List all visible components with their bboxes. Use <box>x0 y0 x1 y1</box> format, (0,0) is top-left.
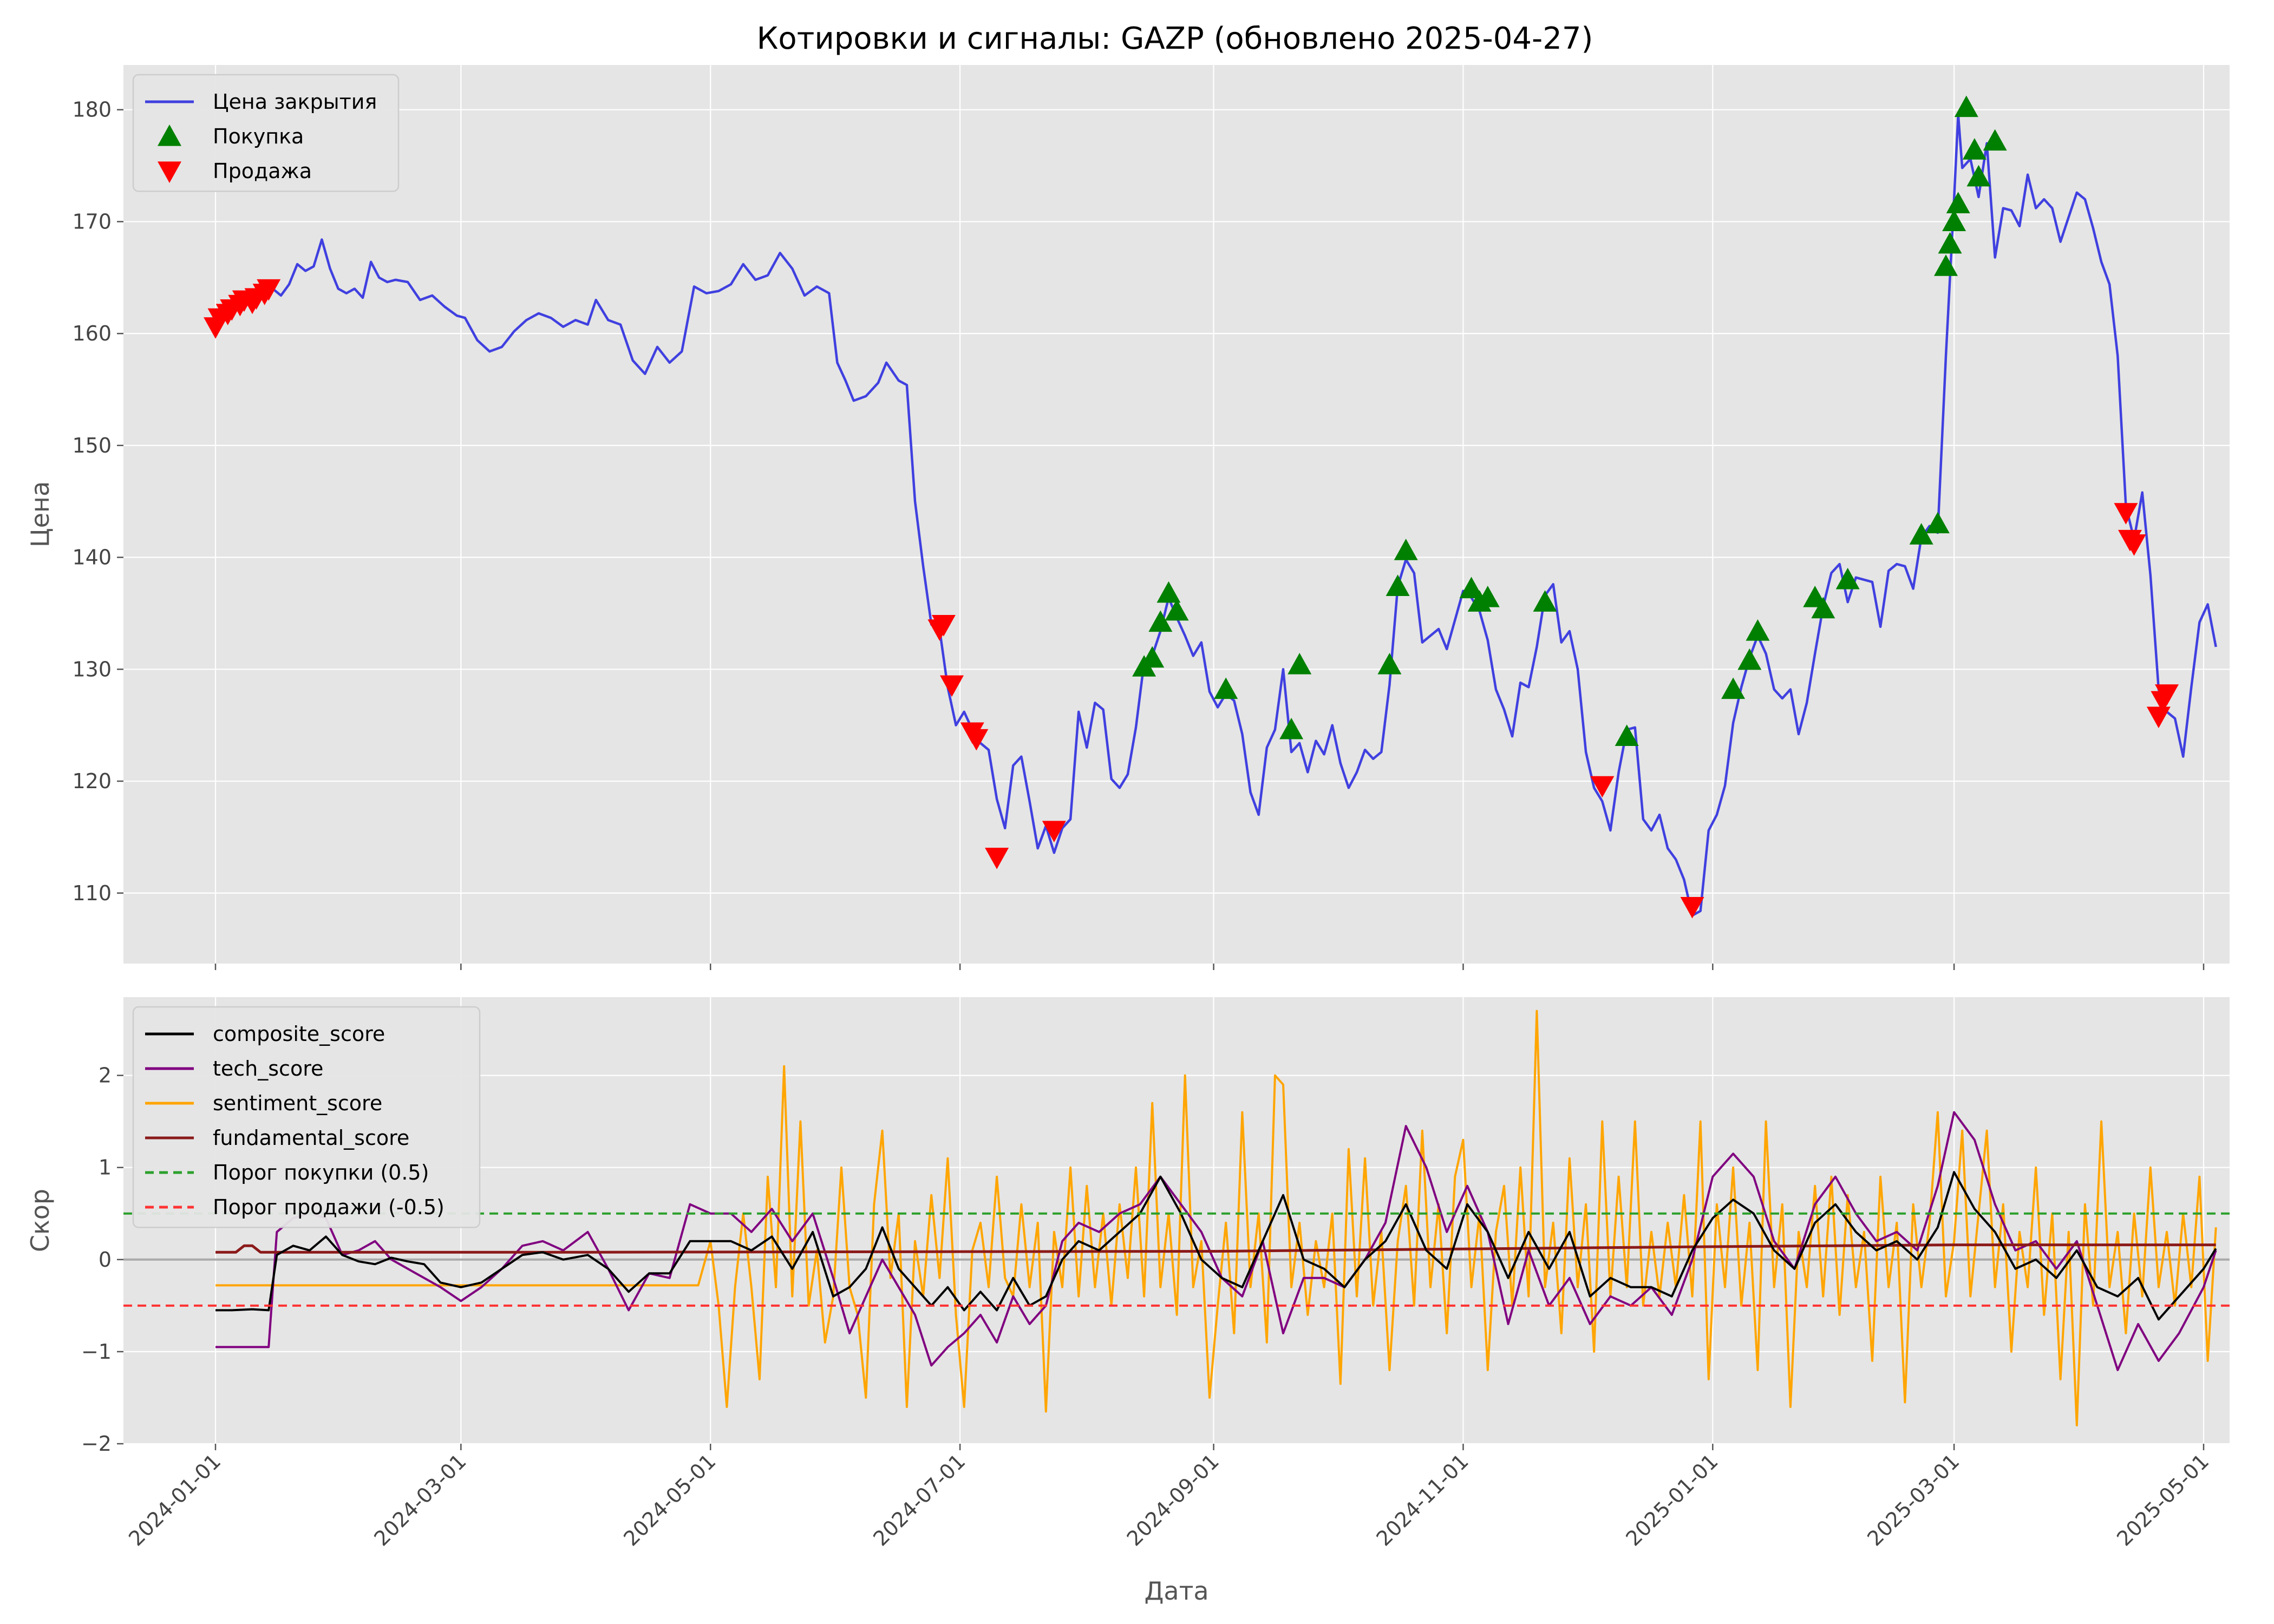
sell-signal-marker <box>1042 821 1066 842</box>
sell-signal-marker <box>1590 776 1615 798</box>
y-tick-label: 110 <box>72 881 112 905</box>
legend-label: Продажа <box>213 159 312 183</box>
legend-box <box>132 74 400 192</box>
sell-signal-marker <box>940 675 964 697</box>
legend-marker <box>158 125 181 146</box>
buy-signal-marker <box>1279 717 1304 739</box>
buy-signal-marker <box>1934 254 1958 276</box>
x-axis-label: Дата <box>1144 1576 1208 1606</box>
price-plot-area <box>123 65 2230 964</box>
sell-signal-marker <box>2114 503 2138 525</box>
price-y-ticks: 110 120 130 140 150 160 170 180 <box>72 98 123 905</box>
y-tick-label: 150 <box>72 434 112 457</box>
y-tick-label: −1 <box>81 1340 112 1364</box>
score-y-axis-label: Скор <box>25 1189 55 1252</box>
buy-signal-marker <box>1966 165 1991 187</box>
legend-box <box>132 1006 481 1228</box>
price-y-axis-label: Цена <box>25 481 55 547</box>
buy-signal-marker <box>1811 597 1835 619</box>
y-tick-label: 120 <box>72 769 112 793</box>
buy-signal-marker <box>1148 610 1173 632</box>
buy-signal-marker <box>1165 599 1189 621</box>
buy-signal-marker <box>1214 677 1238 699</box>
buy-signal-marker <box>1533 590 1557 612</box>
buy-signal-marker <box>1721 677 1746 699</box>
sell-signal-marker <box>2146 706 2171 729</box>
buy-signal-marker <box>1459 577 1484 599</box>
buy-signal-marker <box>1962 138 1987 160</box>
buy-signal-marker <box>1942 209 1966 232</box>
legend-label: Порог продажи (-0.5) <box>213 1195 445 1219</box>
y-tick-label: 160 <box>72 322 112 345</box>
buy-signal-marker <box>1983 129 2007 151</box>
buy-signal-marker <box>1925 512 1950 534</box>
buy-signal-marker <box>1394 539 1418 560</box>
buy-signal-marker <box>1475 586 1500 607</box>
buy-signal-marker <box>1835 567 1860 590</box>
sell-signal-marker <box>1680 896 1704 919</box>
composite-score-line <box>215 1171 2217 1321</box>
buy-signal-marker <box>1377 653 1402 675</box>
buy-signal-marker <box>1156 581 1181 603</box>
y-tick-label: −2 <box>81 1432 112 1456</box>
price-x-ticks <box>214 964 2205 970</box>
sell-signal-marker <box>257 279 281 301</box>
y-tick-label: 140 <box>72 546 112 569</box>
y-tick-label: 1 <box>99 1156 112 1180</box>
sell-signal-marker <box>2155 684 2179 706</box>
buy-signal-marker <box>1946 192 1970 213</box>
y-tick-label: 130 <box>72 657 112 681</box>
legend-label: tech_score <box>213 1057 323 1081</box>
legend-label: fundamental_score <box>213 1126 409 1150</box>
sell-signal-marker <box>985 848 1009 869</box>
price-axes: 110 120 130 140 150 160 170 180 Цена Цена закры… <box>25 65 2230 970</box>
chart-title: Котировки и сигналы: GAZP (обновлено 202… <box>757 21 1593 56</box>
buy-signal-marker <box>1909 523 1933 545</box>
buy-signal-marker <box>1746 619 1770 641</box>
fundamental-score-line <box>215 1243 2216 1254</box>
legend-label: Цена закрытия <box>213 90 377 114</box>
y-tick-label: 2 <box>99 1064 112 1088</box>
legend-label: Порог покупки (0.5) <box>213 1161 429 1184</box>
buy-signal-marker <box>1954 95 1978 117</box>
legend-label: Покупка <box>213 125 304 148</box>
y-tick-label: 180 <box>72 98 112 122</box>
legend-label: sentiment_score <box>213 1091 382 1115</box>
sell-signal-marker <box>964 729 989 751</box>
buy-signal-marker <box>1386 574 1410 596</box>
buy-signal-marker <box>1140 646 1165 668</box>
score-y-ticks: −2 −1 0 1 2 <box>81 1064 123 1456</box>
buy-signal-marker <box>1288 653 1312 675</box>
sell-signal-marker <box>931 615 956 637</box>
score-series <box>123 1010 2230 1426</box>
y-tick-label: 170 <box>72 209 112 233</box>
score-legend: composite_score tech_score sentiment_score… <box>132 1006 481 1228</box>
tech-score-line <box>215 1111 2217 1371</box>
sentiment-score-line <box>215 1010 2217 1426</box>
legend-marker <box>158 161 181 183</box>
legend-label: composite_score <box>213 1022 385 1046</box>
sell-signal-marker <box>2122 534 2146 556</box>
price-legend: Цена закрытия Покупка Продажа <box>132 74 400 192</box>
buy-signal-marker <box>1938 232 1962 254</box>
price-gridlines <box>123 65 2230 964</box>
buy-signal-marker <box>1615 724 1639 746</box>
y-tick-label: 0 <box>99 1248 112 1272</box>
close-price-line <box>214 113 2217 917</box>
price-series <box>204 95 2217 919</box>
buy-signal-marker <box>1737 648 1762 670</box>
